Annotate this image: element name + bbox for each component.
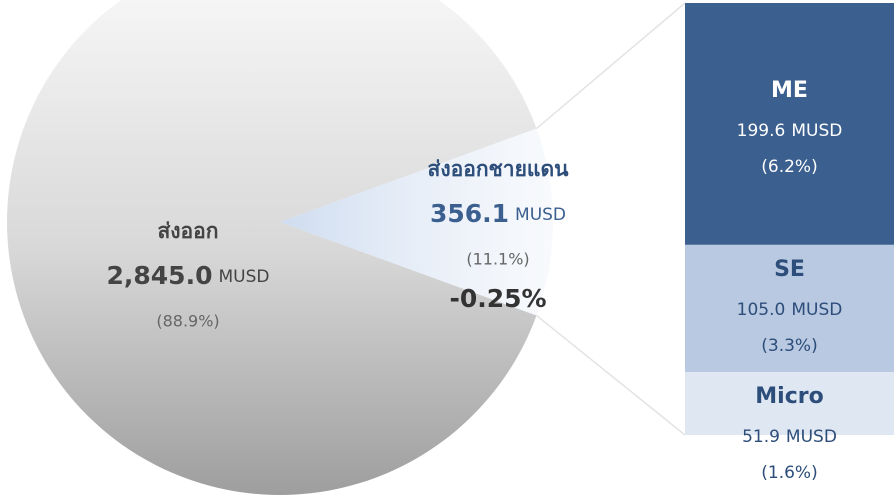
slice-name: ส่งออก bbox=[157, 219, 218, 243]
slice-value: 2,845.0 MUSD bbox=[107, 261, 270, 290]
value: 356.1 bbox=[430, 199, 509, 228]
bar-segment bbox=[685, 3, 894, 245]
unit: MUSD bbox=[791, 300, 842, 320]
segment-share: (1.6%) bbox=[761, 463, 817, 483]
unit: MUSD bbox=[791, 121, 842, 141]
value: 51.9 bbox=[742, 427, 780, 447]
segment-value: 199.6 MUSD bbox=[737, 121, 843, 141]
pie-slice bbox=[7, 0, 537, 495]
value: 199.6 bbox=[737, 121, 786, 141]
bar-segment bbox=[685, 372, 894, 435]
unit: MUSD bbox=[515, 205, 566, 225]
change: -0.25% bbox=[449, 284, 546, 313]
slice-name: ส่งออกชายแดน bbox=[428, 157, 570, 181]
slice-value: 356.1 MUSD bbox=[430, 199, 566, 228]
segment-value: 51.9 MUSD bbox=[742, 427, 837, 447]
segment-name: Micro bbox=[755, 384, 823, 409]
segment-share: (6.2%) bbox=[761, 157, 817, 177]
value: 2,845.0 bbox=[107, 261, 213, 290]
segment-name: ME bbox=[771, 78, 808, 103]
value: 105.0 bbox=[737, 300, 786, 320]
segment-share: (3.3%) bbox=[761, 336, 817, 356]
bar-segment bbox=[685, 244, 894, 373]
unit: MUSD bbox=[786, 427, 837, 447]
slice-share: (11.1%) bbox=[466, 250, 529, 269]
pie-slice bbox=[280, 128, 553, 316]
segment-value: 105.0 MUSD bbox=[737, 300, 843, 320]
slice-share: (88.9%) bbox=[156, 312, 219, 331]
unit: MUSD bbox=[218, 267, 269, 287]
connector bbox=[536, 314, 686, 436]
segment-name: SE bbox=[774, 257, 805, 282]
connector bbox=[536, 2, 686, 130]
